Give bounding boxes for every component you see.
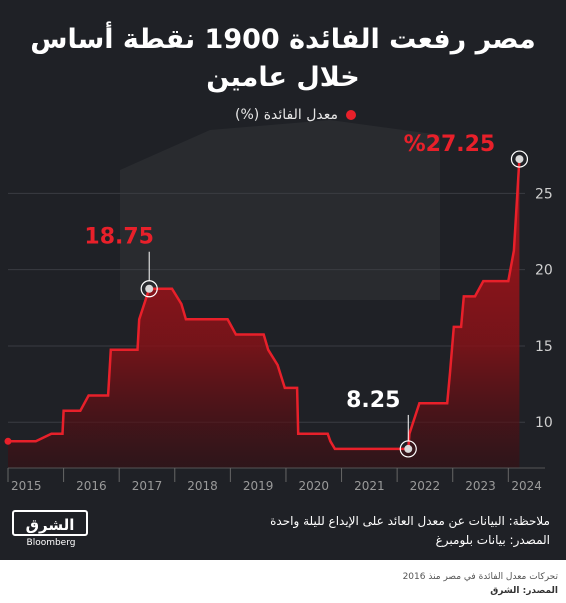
annotation-label: 8.25: [346, 388, 400, 413]
annotation-label: 18.75: [84, 225, 154, 250]
x-tick-label: 2015: [11, 479, 42, 493]
source-line: المصدر: بيانات بلومبرغ: [435, 533, 550, 547]
logo-bloomberg: Bloomberg: [26, 538, 76, 548]
footer: الشرق Bloomberg ملاحظة: البيانات عن معدل…: [0, 500, 566, 560]
annotation-label: %27.25: [404, 132, 496, 157]
legend-dot-icon: [346, 110, 356, 120]
footnote: ملاحظة: البيانات عن معدل العائد على الإي…: [270, 512, 550, 550]
y-tick-label: 15: [535, 339, 553, 355]
series-area: [8, 159, 520, 468]
x-tick-label: 2024: [511, 479, 542, 493]
asharq-logo: الشرق Bloomberg: [12, 508, 90, 552]
series-start-point: [4, 437, 12, 445]
x-tick-label: 2021: [354, 479, 385, 493]
annotation-point: [404, 444, 413, 453]
logo-wordmark: الشرق: [12, 510, 88, 536]
backdrop-building: [120, 120, 440, 300]
chart-card: مصر رفعت الفائدة 1900 نقطة أساس خلال عام…: [0, 0, 566, 560]
image-caption: تحركات معدل الفائدة في مصر منذ 2016 المص…: [403, 570, 558, 598]
y-tick-label: 20: [535, 263, 553, 279]
x-tick-label: 2020: [298, 479, 329, 493]
y-tick-label: 10: [535, 415, 553, 431]
x-tick-label: 2022: [410, 479, 441, 493]
caption-source: المصدر: الشرق: [490, 586, 558, 596]
note-line: ملاحظة: البيانات عن معدل العائد على الإي…: [270, 514, 550, 528]
annotation-point: [145, 284, 154, 293]
caption-line1: تحركات معدل الفائدة في مصر منذ 2016: [402, 572, 558, 582]
chart-title: مصر رفعت الفائدة 1900 نقطة أساس: [30, 24, 536, 55]
legend-label: معدل الفائدة (%): [235, 107, 338, 123]
rate-chart: 10 15 20 25 2015 2016 2017 2018 2019 2020 2021 2022…: [4, 120, 553, 493]
series-line: [8, 159, 521, 451]
x-tick-label: 2016: [76, 479, 107, 493]
x-tick-label: 2017: [132, 479, 163, 493]
chart-title-line2: خلال عامين: [206, 62, 360, 93]
y-tick-label: 25: [535, 186, 553, 202]
x-tick-label: 2019: [243, 479, 274, 493]
legend: معدل الفائدة (%): [235, 107, 356, 123]
x-tick-label: 2023: [465, 479, 496, 493]
annotation-point: [515, 155, 524, 164]
x-tick-label: 2018: [187, 479, 218, 493]
annotation-ring: [510, 150, 529, 168]
